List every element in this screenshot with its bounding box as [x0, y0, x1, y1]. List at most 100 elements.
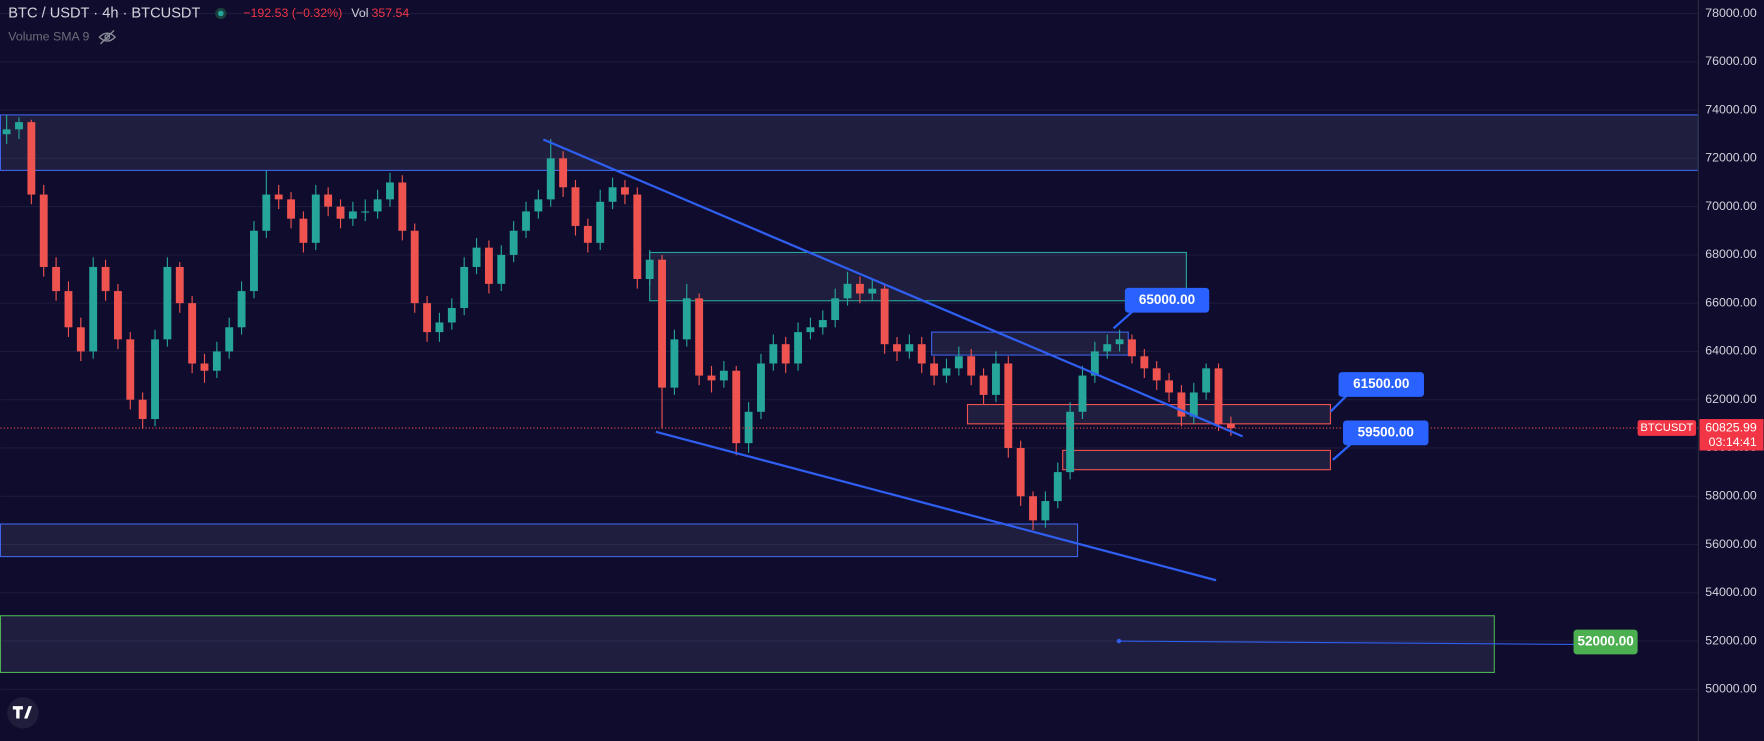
- y-tick-label: 68000.00: [1705, 247, 1757, 261]
- callout-box: [1338, 372, 1424, 397]
- y-tick-label: 64000.00: [1705, 344, 1757, 358]
- candle-body: [472, 247, 481, 267]
- candle-body: [930, 363, 939, 376]
- candle-body: [138, 399, 147, 420]
- price-tag-label: 60825.99: [1705, 420, 1757, 434]
- candle-body: [645, 259, 654, 280]
- candle-body: [1066, 411, 1075, 473]
- y-tick-label: 66000.00: [1705, 295, 1757, 309]
- candle-body: [423, 303, 432, 333]
- candle-body: [497, 254, 506, 284]
- candle-body: [324, 194, 333, 207]
- candle-body: [52, 266, 61, 292]
- candle-body: [769, 344, 778, 364]
- y-tick-label: 52000.00: [1705, 633, 1757, 647]
- candle-body: [732, 370, 741, 444]
- candle-body: [435, 322, 444, 333]
- candle-body: [299, 218, 308, 243]
- y-tick-label: 50000.00: [1705, 682, 1757, 696]
- y-tick-label: 62000.00: [1705, 392, 1757, 406]
- candle-body: [546, 158, 555, 200]
- y-tick-label: 74000.00: [1705, 102, 1757, 116]
- candle-body: [1202, 368, 1211, 393]
- y-tick-label: 76000.00: [1705, 54, 1757, 68]
- candle-body: [447, 307, 456, 323]
- candle-body: [744, 411, 753, 444]
- candle-body: [348, 211, 357, 219]
- candle-body: [682, 298, 691, 340]
- candle-body: [794, 332, 803, 364]
- zone: [649, 251, 1187, 302]
- callout-box: [1343, 420, 1429, 446]
- eye-off-icon[interactable]: [98, 29, 117, 45]
- candle-body: [212, 351, 221, 371]
- symbol-tag-label: BTCUSDT: [1640, 422, 1693, 434]
- trendline: [655, 430, 1217, 582]
- candle-body: [855, 283, 864, 294]
- candle-body: [967, 356, 976, 376]
- callout-label: 61500.00: [1353, 376, 1409, 391]
- candle-body: [1029, 496, 1037, 521]
- candle-body: [1078, 375, 1087, 412]
- candle-body: [89, 266, 98, 352]
- candle-body: [868, 288, 877, 294]
- candle-body: [757, 363, 765, 412]
- chart-title: BTC / USDT · 4h · BTCUSDT: [8, 5, 200, 21]
- candle-body: [670, 339, 679, 388]
- candle-body: [1165, 380, 1173, 393]
- candle-body: [1041, 501, 1050, 521]
- candle-body: [175, 266, 184, 304]
- candle-body: [311, 194, 320, 243]
- zone: [0, 523, 1079, 558]
- zone: [0, 114, 1699, 171]
- y-tick-label: 56000.00: [1705, 537, 1757, 551]
- candle-body: [126, 339, 135, 400]
- y-axis: 78000.00 76000.00 74000.00 72000.00 70000.00…: [1637, 6, 1764, 696]
- candle-body: [880, 288, 889, 345]
- candle-body: [818, 320, 827, 328]
- candle-body: [942, 368, 951, 376]
- candle-body: [2, 129, 11, 135]
- candle-body: [101, 266, 110, 292]
- candle-body: [287, 199, 295, 219]
- candle-body: [64, 291, 73, 328]
- y-tick-label: 72000.00: [1705, 151, 1757, 165]
- candle-body: [707, 375, 716, 381]
- price-change: −192.53 (−0.32%): [243, 6, 342, 20]
- callout-label: 52000.00: [1577, 634, 1633, 649]
- candle-body: [39, 194, 48, 267]
- candle-body: [1177, 392, 1186, 417]
- callout-box: [1573, 629, 1638, 655]
- candle-body: [1090, 351, 1099, 376]
- logo[interactable]: [7, 697, 39, 729]
- zone: [0, 615, 1495, 674]
- candle-body: [188, 303, 197, 364]
- candle-body: [336, 206, 345, 219]
- candle-body: [27, 122, 36, 195]
- candle-body: [1053, 472, 1062, 502]
- candle-body: [991, 363, 1000, 395]
- candle-body: [15, 122, 23, 130]
- candle-body: [200, 363, 209, 371]
- candle-body: [1226, 423, 1235, 429]
- candle-body: [274, 194, 283, 200]
- y-tick-label: 78000.00: [1705, 6, 1757, 20]
- callout-pointer: [1112, 309, 1135, 330]
- candle-body: [522, 211, 530, 231]
- price-tag: [1699, 419, 1764, 451]
- trendline: [1118, 640, 1580, 646]
- candle-body: [151, 339, 159, 420]
- candle-body: [583, 225, 592, 243]
- candle-body: [571, 187, 580, 226]
- candle-body: [917, 344, 926, 364]
- candle-body: [361, 211, 370, 213]
- candle-body: [163, 266, 172, 340]
- candle-body: [237, 291, 246, 328]
- candle-body: [719, 370, 728, 381]
- candle-body: [386, 182, 394, 200]
- candle-body: [1140, 356, 1149, 369]
- candle-body: [621, 187, 629, 195]
- candle-body: [1189, 392, 1198, 417]
- candle-body: [250, 230, 258, 292]
